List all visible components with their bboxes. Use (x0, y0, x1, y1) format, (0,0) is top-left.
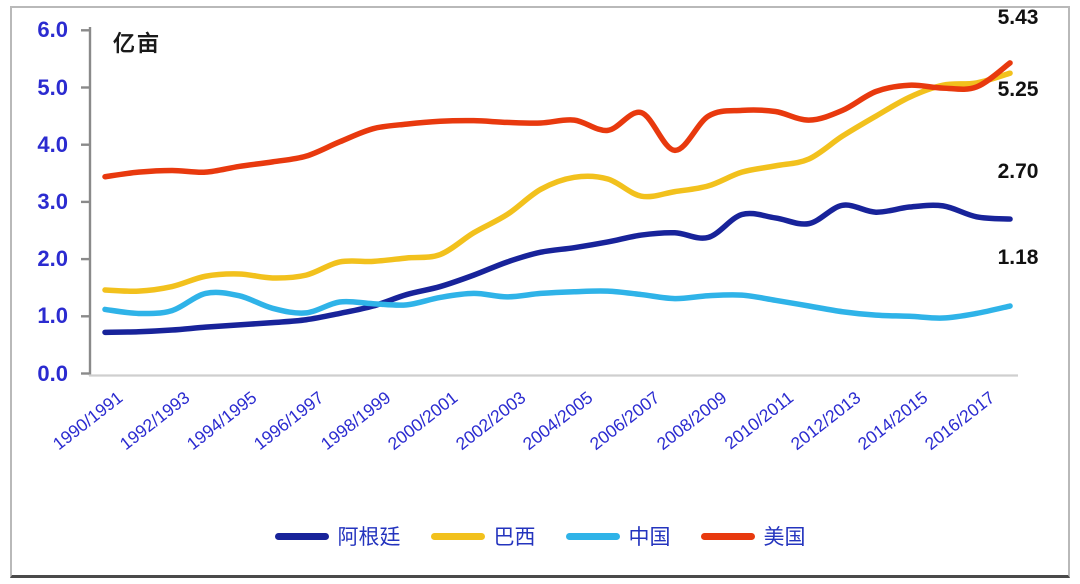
legend-item-brazil: 巴西 (430, 521, 536, 551)
series-line-argentina (102, 202, 1013, 336)
legend-item-argentina: 阿根廷 (274, 521, 401, 551)
y-axis-tick-label: 0.0 (37, 360, 68, 386)
y-axis-unit-label: 亿亩 (113, 31, 162, 56)
legend-item-usa: 美国 (700, 521, 806, 551)
legend-swatch-china (565, 532, 620, 540)
end-label-argentina: 2.70 (997, 160, 1039, 184)
legend-swatch-argentina (274, 532, 329, 540)
y-axis-tick-label: 2.0 (37, 246, 68, 272)
legend-swatch-brazil (430, 532, 485, 540)
legend-swatch-usa (700, 532, 755, 540)
legend-label-argentina: 阿根廷 (337, 526, 401, 549)
legend: 阿根廷 巴西 中国 美国 (0, 519, 1080, 553)
series-line-china (102, 288, 1013, 321)
legend-label-china: 中国 (628, 526, 671, 549)
legend-label-usa: 美国 (763, 526, 806, 549)
end-label-usa: 5.43 (997, 5, 1039, 29)
series-line-usa (102, 60, 1013, 180)
y-axis-tick-label: 6.0 (37, 17, 68, 43)
y-axis-tick-label: 3.0 (37, 188, 68, 214)
y-axis-tick-label: 1.0 (37, 303, 68, 329)
y-axis-tick-label: 4.0 (37, 131, 68, 157)
series-line-brazil (102, 70, 1013, 295)
legend-label-brazil: 巴西 (493, 526, 536, 549)
legend-item-china: 中国 (565, 521, 671, 551)
end-label-china: 1.18 (997, 246, 1039, 269)
end-label-brazil: 5.25 (997, 78, 1039, 102)
y-axis-tick-label: 5.0 (37, 74, 68, 100)
